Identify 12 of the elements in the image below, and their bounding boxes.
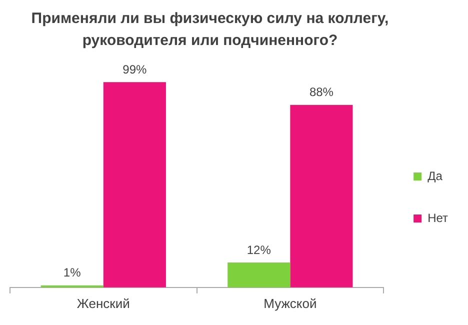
data-label: 12%: [246, 242, 272, 257]
legend-label: Нет: [428, 210, 449, 225]
bar: [290, 104, 353, 288]
bar: [103, 82, 166, 288]
chart-title: Применяли ли вы физическую силу на коллегу, руководителя или подчиненного?: [30, 9, 390, 51]
data-label: 1%: [63, 266, 82, 280]
data-label: 88%: [309, 85, 334, 100]
x-tick-label: Мужской: [264, 296, 317, 311]
bar: [228, 262, 290, 288]
data-label: 99%: [122, 62, 148, 76]
x-tick-label: Женский: [76, 296, 130, 311]
legend-label: Да: [428, 168, 443, 183]
